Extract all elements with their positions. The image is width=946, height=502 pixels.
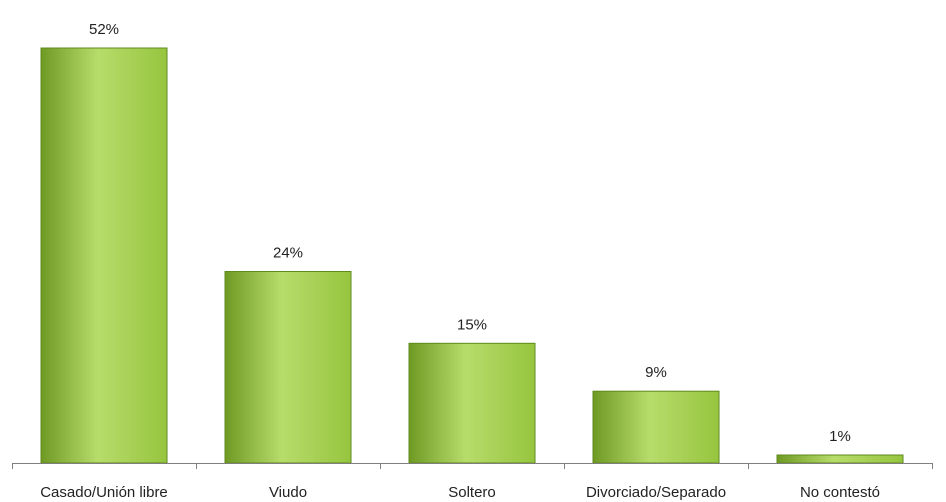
bar-divorciado-separado [592, 390, 720, 464]
x-tick-label-divorciado-separado: Divorciado/Separado [586, 484, 726, 501]
data-label-casado-union-libre: 52% [89, 21, 119, 38]
data-label-soltero: 15% [457, 316, 487, 333]
data-label-no-contesto: 1% [829, 428, 851, 445]
bar-no-contesto [776, 454, 904, 464]
bar-casado-union-libre [40, 47, 168, 464]
data-label-divorciado-separado: 9% [645, 364, 667, 381]
bar-viudo [224, 271, 352, 464]
data-labels-layer: 52% 24% 15% 9% 1% [89, 21, 851, 445]
bars-layer [40, 47, 904, 464]
x-tick-label-no-contesto: No contestó [800, 484, 880, 501]
x-tick-label-casado-union-libre: Casado/Unión libre [40, 484, 168, 501]
data-label-viudo: 24% [273, 245, 303, 262]
x-tick-label-soltero: Soltero [448, 484, 496, 501]
x-tick-label-viudo: Viudo [269, 484, 307, 501]
x-axis: Casado/Unión libre Viudo Soltero Divorciado… [12, 463, 933, 501]
bar-soltero [408, 342, 536, 464]
